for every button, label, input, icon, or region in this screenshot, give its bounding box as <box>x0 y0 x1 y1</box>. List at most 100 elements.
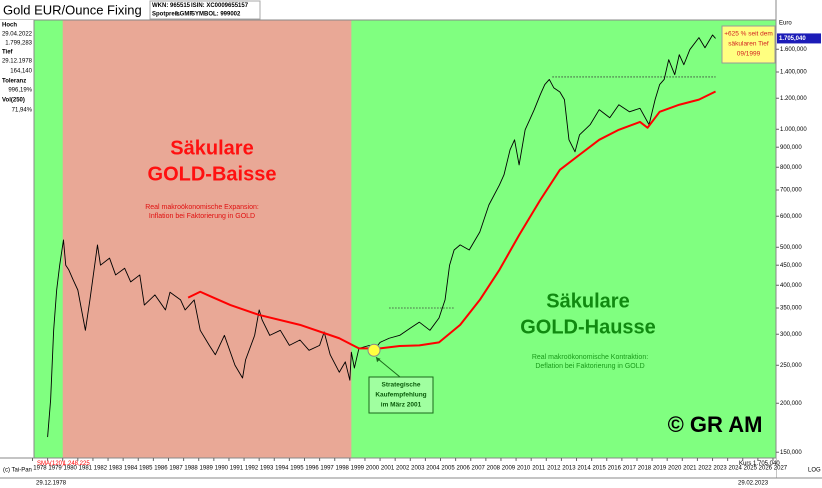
source: (c) Tai-Pan <box>3 468 32 474</box>
x-tick-label: 1978 <box>33 466 47 472</box>
x-tick-label: 1991 <box>230 466 244 472</box>
x-tick-label: 2011 <box>532 466 546 472</box>
x-tick-label: 2007 <box>472 466 486 472</box>
x-tick-label: 2025 <box>744 466 758 472</box>
x-tick-label: 1995 <box>290 466 304 472</box>
exchange: LGMF <box>176 12 193 18</box>
plot-area <box>34 20 776 458</box>
legend-name: Kurs <box>739 461 751 467</box>
x-tick-label: 1986 <box>154 466 168 472</box>
region <box>62 20 352 458</box>
annotation-title: GOLD-Hausse <box>520 316 656 338</box>
legend-value: 1.248,225 <box>63 461 90 467</box>
y-tick-label: 300,000 <box>780 332 802 338</box>
kind: Spotpreis <box>152 12 180 18</box>
x-tick-label: 1984 <box>124 466 138 472</box>
y-tick-label: 250,000 <box>780 363 802 369</box>
legend-name: SMA(120) <box>37 461 64 467</box>
x-tick-label: 1980 <box>64 466 78 472</box>
stat-label: Hoch <box>2 23 17 29</box>
x-tick-label: 1985 <box>139 466 153 472</box>
y-tick-label: 1.600,000 <box>780 47 807 53</box>
y-tick-label: 1.000,000 <box>780 127 807 133</box>
x-tick-label: 2022 <box>698 466 712 472</box>
callout-marker <box>367 343 381 357</box>
sma-line <box>187 90 716 350</box>
x-tick-label: 2013 <box>562 466 576 472</box>
x-tick-label: 2019 <box>653 466 667 472</box>
last-value-label: 1.705,040 <box>779 36 806 42</box>
range-start: 29.12.1978 <box>36 481 67 487</box>
x-tick-label: 1993 <box>260 466 274 472</box>
y-tick-label: 1.200,000 <box>780 96 807 102</box>
x-tick-label: 2005 <box>441 466 455 472</box>
x-tick-label: 1992 <box>245 466 259 472</box>
y-tick-label: 450,000 <box>780 263 802 269</box>
y-tick-label: 900,000 <box>780 145 802 151</box>
x-tick-label: 2009 <box>502 466 516 472</box>
x-tick-label: 1997 <box>320 466 334 472</box>
x-tick-label: 1998 <box>336 466 350 472</box>
x-axis-bar <box>0 458 776 478</box>
stat-label: Toleranz <box>2 79 26 85</box>
y-axis-label: Euro <box>779 21 792 27</box>
callout-text: Strategische <box>381 382 420 389</box>
range-end: 29.02.2023 <box>738 481 769 487</box>
stat-label: Vol(250) <box>2 98 25 104</box>
y-tick-label: 150,000 <box>780 450 802 456</box>
annotation-title: Säkulare <box>546 290 629 312</box>
scale-mode: LOG <box>808 468 821 474</box>
x-tick-label: 2026 <box>759 466 773 472</box>
stat-value: 71,94% <box>12 108 33 114</box>
x-tick-label: 2021 <box>683 466 697 472</box>
x-tick-label: 2014 <box>577 466 591 472</box>
annotation-note: Real makroökonomische Expansion: <box>145 204 259 211</box>
x-tick-label: 2023 <box>713 466 727 472</box>
x-tick-label: 1983 <box>109 466 123 472</box>
wkn: WKN: 965515 <box>152 3 191 9</box>
x-tick-label: 1988 <box>184 466 198 472</box>
x-tick-label: 2024 <box>728 466 742 472</box>
x-tick-label: 2017 <box>623 466 637 472</box>
copyright: © GR AM <box>668 412 763 437</box>
y-tick-label: 500,000 <box>780 245 802 251</box>
x-tick-label: 2010 <box>517 466 531 472</box>
x-tick-label: 1981 <box>79 466 93 472</box>
y-tick-label: 1.400,000 <box>780 70 807 76</box>
header-bar <box>0 0 822 20</box>
stat-date: 29.12.1978 <box>2 59 33 65</box>
isin: ISIN: XC0009655157 <box>191 3 249 9</box>
note-text: säkularen Tief <box>728 41 769 48</box>
annotation-note: Deflation bei Faktorierung in GOLD <box>535 363 644 370</box>
x-tick-label: 2000 <box>366 466 380 472</box>
x-tick-label: 1989 <box>200 466 214 472</box>
stat-date: 29.04.2022 <box>2 32 33 38</box>
annotation-note: Real makroökonomische Kontraktion: <box>532 354 648 361</box>
y-tick-label: 600,000 <box>780 214 802 220</box>
x-tick-label: 2002 <box>396 466 410 472</box>
x-tick-label: 1982 <box>94 466 108 472</box>
y-tick-label: 350,000 <box>780 306 802 312</box>
info-box <box>149 0 261 20</box>
x-tick-label: 2020 <box>668 466 682 472</box>
stat-value: 996,19% <box>8 88 32 94</box>
callout-text: im März 2001 <box>381 402 422 409</box>
x-tick-label: 1996 <box>305 466 319 472</box>
chart-title: Gold EUR/Ounce Fixing <box>3 2 142 17</box>
y-tick-label: 800,000 <box>780 165 802 171</box>
x-tick-label: 1979 <box>48 466 62 472</box>
callout-text: Kaufempfehlung <box>375 392 426 399</box>
x-tick-label: 1987 <box>169 466 183 472</box>
x-tick-label: 2003 <box>411 466 425 472</box>
x-tick-label: 2012 <box>547 466 561 472</box>
y-tick-label: 200,000 <box>780 401 802 407</box>
symbol: SYMBOL: 999002 <box>191 12 241 18</box>
stats-panel <box>0 20 34 458</box>
legend-value: 1.705,040 <box>753 461 780 467</box>
callout-arrowhead <box>376 357 381 363</box>
annotation-title: Säkulare <box>170 137 253 159</box>
note-text: +625 % seit dem <box>724 31 773 38</box>
x-tick-label: 2004 <box>426 466 440 472</box>
x-tick-label: 2016 <box>608 466 622 472</box>
